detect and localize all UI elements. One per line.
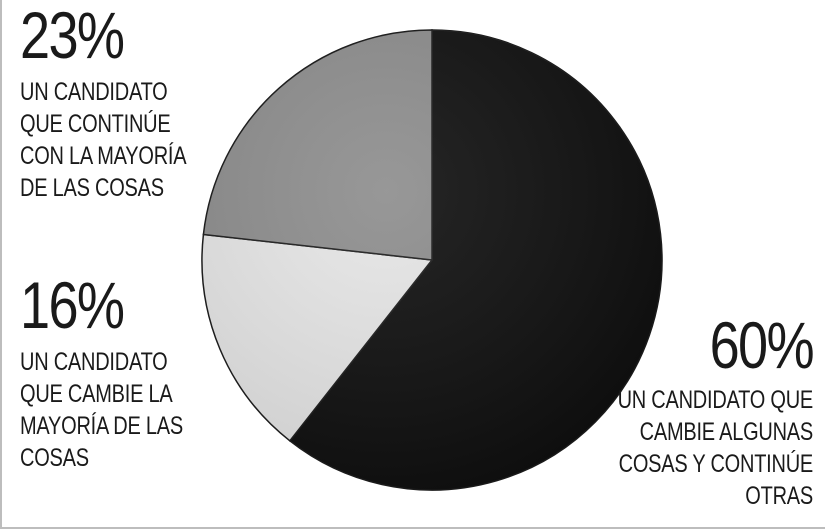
slice-description-23: UN CANDIDATO QUE CONTINÚE CON LA MAYORÍA… xyxy=(20,78,187,202)
slice-label-23: 23% UN CANDIDATO QUE CONTINÚE CON LA MAY… xyxy=(20,2,280,204)
slice-percent-60: 60% xyxy=(709,308,815,382)
slice-label-60: 60% UN CANDIDATO QUE CAMBIE ALGUNAS COSA… xyxy=(533,308,815,512)
slice-percent-16: 16% xyxy=(20,268,125,342)
slice-description-16: UN CANDIDATO QUE CAMBIE LA MAYORÍA DE LA… xyxy=(20,348,183,472)
slice-label-16: 16% UN CANDIDATO QUE CAMBIE LA MAYORÍA D… xyxy=(20,272,280,474)
slice-percent-23: 23% xyxy=(20,0,125,72)
slice-description-60: UN CANDIDATO QUE CAMBIE ALGUNAS COSAS Y … xyxy=(617,386,814,510)
pie-shading xyxy=(202,30,662,490)
